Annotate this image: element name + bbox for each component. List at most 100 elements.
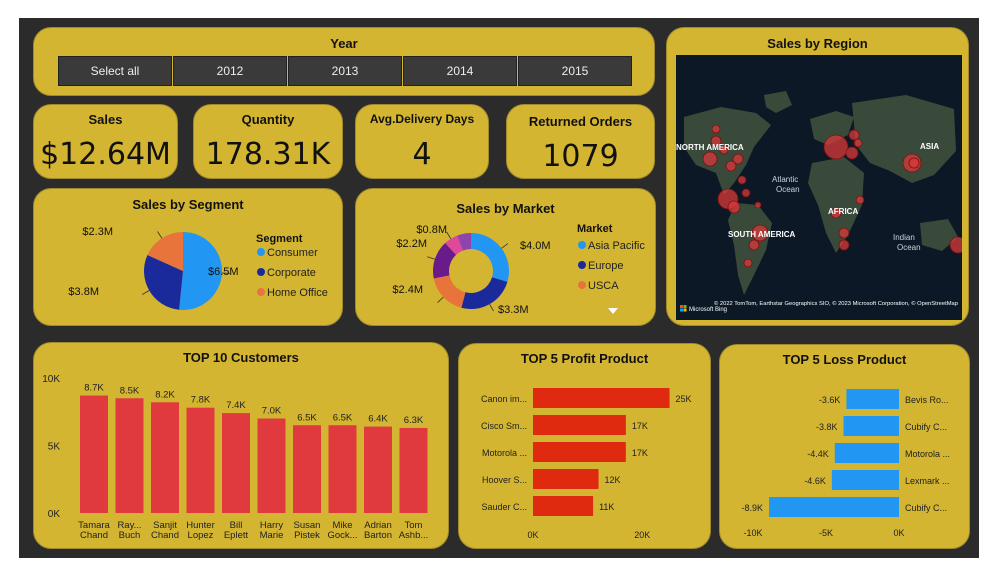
- bar-data-label: 8.7K: [84, 383, 104, 394]
- bar-data-label: 17K: [632, 421, 648, 431]
- x-tick-label: Lopez: [188, 530, 214, 541]
- year-option-2013[interactable]: 2013: [288, 56, 402, 86]
- donut-leader-line: [437, 296, 444, 303]
- year-option-2012[interactable]: 2012: [173, 56, 287, 86]
- legend-title: Segment: [256, 233, 303, 245]
- kpi-quantity-value: 178.31K: [205, 137, 331, 172]
- x-tick-label: Chand: [151, 530, 179, 541]
- donut-slice-africa: [457, 233, 471, 251]
- africa-landmass: [808, 157, 864, 253]
- y-tick-label: 5K: [48, 442, 61, 453]
- pie-data-label: $3.8M: [68, 286, 99, 298]
- year-option-select-all[interactable]: Select all: [58, 56, 172, 86]
- bar-mike-gock: [328, 425, 357, 513]
- bar-data-label: 17K: [632, 448, 648, 458]
- map-label-indian-ocean-line2: Ocean: [897, 243, 921, 252]
- top-customers-title: TOP 10 Customers: [183, 350, 299, 365]
- donut-slice-usca: [433, 275, 466, 308]
- x-tick-label: Harry: [260, 520, 283, 531]
- map-bubble: [748, 239, 760, 251]
- x-tick-label: 0K: [893, 528, 904, 538]
- legend-marker: [578, 281, 586, 289]
- asia-landmass: [852, 95, 956, 183]
- map-bubble: [754, 201, 762, 209]
- pie-data-label: $6.5M: [208, 266, 239, 278]
- map-label-indian-ocean-line1: Indian: [893, 233, 915, 242]
- map-bubble: [751, 224, 769, 242]
- pie-slice-corporate: [144, 254, 183, 310]
- map-label-south-america: SOUTH AMERICA: [728, 230, 795, 239]
- donut-data-label: $4.0M: [520, 240, 551, 252]
- map-bubble: [702, 151, 718, 167]
- map-label-north-america: NORTH AMERICA: [676, 143, 744, 152]
- top-profit-chart: Canon im... 25K Cisco Sm... 17K Motorola ...…: [481, 388, 692, 540]
- top-customers-card: TOP 10 Customers 0K 5K 10K 8.7K Tamara Chand 8…: [33, 342, 449, 549]
- top-customers-chart: 0K5K10K8.7KTamaraChand8.5KRay...Buch8.2K…: [42, 374, 428, 541]
- legend-item-corporate: Corporate: [267, 267, 316, 279]
- legend-title: Market: [577, 223, 613, 235]
- donut-slice-asia-pacific: [471, 233, 509, 282]
- bar-hunter-lopez: [186, 407, 215, 513]
- map-bubble: [710, 135, 722, 147]
- bar-data-label: 11K: [599, 502, 614, 512]
- bar-data-label: 8.5K: [120, 385, 140, 396]
- bar-data-label: 6.5K: [333, 412, 353, 423]
- map-bubble: [732, 153, 744, 165]
- kpi-delivery-card: Avg.Delivery Days 4: [355, 104, 489, 179]
- bar-data-label: -4.6K: [804, 476, 826, 486]
- bar-bill-eplett: [222, 413, 250, 513]
- pie-data-label: $2.3M: [82, 226, 113, 238]
- map-bubble: [743, 258, 753, 268]
- kpi-delivery-title: Avg.Delivery Days: [369, 112, 475, 126]
- bar-adrian-barton: [364, 426, 392, 513]
- x-tick-label: Gock...: [327, 530, 357, 541]
- legend-marker: [257, 288, 265, 296]
- bar-data-label: 12K: [605, 475, 621, 485]
- map-bubble: [838, 239, 850, 251]
- donut-leader-line: [427, 256, 435, 260]
- x-tick-label: -10K: [743, 528, 762, 538]
- legend-scroll-down-icon[interactable]: [608, 308, 618, 314]
- y-tick-label: Canon im...: [481, 394, 527, 404]
- map-bubble: [838, 227, 850, 239]
- map-label-africa: AFRICA: [828, 207, 858, 216]
- donut-leader-line: [489, 303, 494, 312]
- hbar-bevis-ro: [846, 389, 899, 409]
- legend-item-home-office: Home Office: [267, 287, 328, 299]
- y-tick-label: Bevis Ro...: [905, 395, 949, 405]
- bar-data-label: 8.2K: [155, 389, 175, 400]
- map-bubble: [949, 236, 962, 254]
- region-map-title: Sales by Region: [767, 36, 868, 51]
- bing-label: Microsoft Bing: [689, 307, 727, 313]
- x-tick-label: Sanjit: [153, 520, 177, 531]
- x-tick-label: Adrian: [364, 520, 391, 531]
- donut-data-label: $3.3M: [498, 304, 529, 316]
- x-tick-label: Hunter: [186, 520, 215, 531]
- x-tick-label: -5K: [819, 528, 833, 538]
- legend-marker: [257, 248, 265, 256]
- pie-slice-consumer: [179, 232, 222, 310]
- map-bubble: [908, 157, 920, 169]
- y-tick-label: Lexmark ...: [905, 476, 950, 486]
- x-tick-label: Bill: [230, 520, 243, 531]
- pie-leader-line: [157, 231, 163, 239]
- x-tick-label: Tamara: [78, 520, 110, 531]
- market-chart-title: Sales by Market: [456, 201, 555, 216]
- greenland-landmass: [764, 91, 792, 113]
- year-option-2015[interactable]: 2015: [518, 56, 632, 86]
- map-bubble: [727, 200, 741, 214]
- x-tick-label: Tom: [405, 520, 423, 531]
- top-loss-chart: Bevis Ro... -3.6K Cubify C... -3.8K Motorola…: [742, 389, 950, 538]
- x-tick-label: Ray...: [117, 520, 141, 531]
- hbar-sauder-c: [533, 496, 594, 516]
- year-option-2014[interactable]: 2014: [403, 56, 517, 86]
- bar-data-label: -3.6K: [819, 395, 841, 405]
- y-tick-label: Motorola ...: [905, 449, 950, 459]
- top-profit-card: TOP 5 Profit Product Canon im... 25K Cisco…: [458, 343, 711, 549]
- y-tick-label: Motorola ...: [482, 448, 527, 458]
- map-bubble: [741, 188, 751, 198]
- map-bubble: [719, 145, 729, 155]
- kpi-quantity-card: Quantity 178.31K: [193, 104, 343, 179]
- hbar-motorola: [533, 442, 626, 462]
